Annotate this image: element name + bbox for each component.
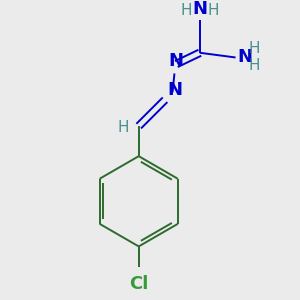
Text: N: N	[192, 0, 207, 18]
Text: H: H	[249, 40, 260, 56]
Text: H: H	[207, 3, 219, 18]
Text: H: H	[118, 121, 129, 136]
Text: Cl: Cl	[129, 274, 148, 292]
Text: N: N	[237, 47, 252, 65]
Text: N: N	[167, 81, 182, 99]
Text: H: H	[249, 58, 260, 73]
Text: H: H	[181, 3, 192, 18]
Text: N: N	[169, 52, 184, 70]
